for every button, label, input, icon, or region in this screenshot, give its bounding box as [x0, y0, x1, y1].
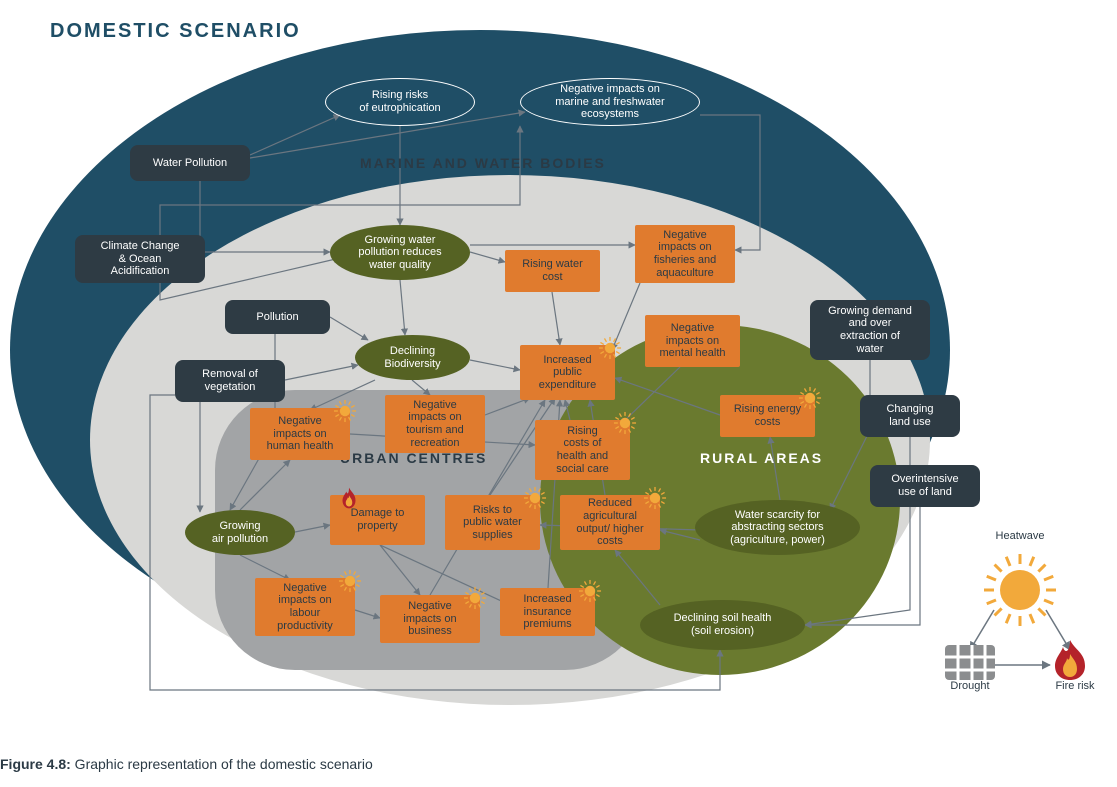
region-label-marine: MARINE AND WATER BODIES	[360, 155, 606, 171]
legend-fire-label: Fire risk	[1045, 680, 1105, 692]
node-rising_water_cost: Rising watercost	[505, 250, 600, 292]
node-declining_bio: DecliningBiodiversity	[355, 335, 470, 380]
node-neg_labour: Negativeimpacts onlabourproductivity	[255, 578, 355, 636]
figure-caption: Figure 4.8: Graphic representation of th…	[0, 756, 373, 772]
node-neg_human_health: Negativeimpacts onhuman health	[250, 408, 350, 460]
node-neg_marine_eco: Negative impacts onmarine and freshwater…	[520, 78, 700, 126]
node-changing_land: Changingland use	[860, 395, 960, 437]
region-label-rural: RURAL AREAS	[700, 450, 823, 466]
node-removal_veg: Removal ofvegetation	[175, 360, 285, 402]
node-ins_premiums: Increasedinsurancepremiums	[500, 588, 595, 636]
node-neg_fisheries: Negativeimpacts onfisheries andaquacultu…	[635, 225, 735, 283]
node-growing_demand: Growing demandand overextraction ofwater	[810, 300, 930, 360]
node-growing_air: Growingair pollution	[185, 510, 295, 555]
caption-text: Graphic representation of the domestic s…	[71, 756, 373, 772]
node-rising_energy: Rising energycosts	[720, 395, 815, 437]
node-overintensive: Overintensiveuse of land	[870, 465, 980, 507]
node-soil_health: Declining soil health(soil erosion)	[640, 600, 805, 650]
diagram-title: DOMESTIC SCENARIO	[50, 20, 301, 43]
node-rising_eutroph: Rising risksof eutrophication	[325, 78, 475, 126]
node-inc_public_exp: Increasedpublicexpenditure	[520, 345, 615, 400]
node-water_scarcity: Water scarcity forabstracting sectors(ag…	[695, 500, 860, 555]
node-neg_tourism: Negativeimpacts ontourism andrecreation	[385, 395, 485, 453]
caption-bold: Figure 4.8:	[0, 756, 71, 772]
node-pollution: Pollution	[225, 300, 330, 334]
node-reduced_ag: Reducedagriculturaloutput/ highercosts	[560, 495, 660, 550]
node-rising_health_cost: Risingcosts ofhealth andsocial care	[535, 420, 630, 480]
node-water_pollution: Water Pollution	[130, 145, 250, 181]
node-climate_change: Climate Change& OceanAcidification	[75, 235, 205, 283]
legend-drought-label: Drought	[940, 680, 1000, 692]
diagram-stage: DOMESTIC SCENARIO MARINE AND WATER BODIE…	[0, 0, 1117, 787]
legend-heatwave-label: Heatwave	[990, 530, 1050, 542]
node-damage_property: Damage toproperty	[330, 495, 425, 545]
node-risks_water_supply: Risks topublic watersupplies	[445, 495, 540, 550]
node-neg_mental: Negativeimpacts onmental health	[645, 315, 740, 367]
node-neg_business: Negativeimpacts onbusiness	[380, 595, 480, 643]
node-water_quality: Growing waterpollution reduceswater qual…	[330, 225, 470, 280]
